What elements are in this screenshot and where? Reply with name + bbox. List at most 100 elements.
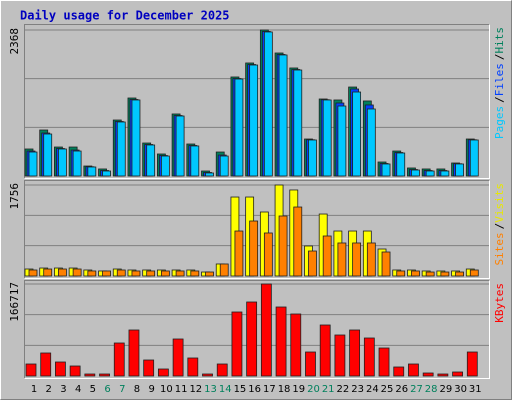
bar: [366, 108, 376, 177]
bar: [102, 170, 111, 177]
x-tick-label: 17: [263, 384, 276, 395]
bar: [411, 270, 420, 277]
bar: [205, 271, 214, 277]
x-tick-label: 25: [381, 384, 394, 395]
bar: [43, 268, 53, 277]
bar: [87, 166, 97, 177]
bar: [146, 144, 156, 177]
legend: Pages/Files/Hits: [493, 27, 506, 139]
bar: [234, 230, 244, 277]
x-tick-label: 5: [90, 384, 96, 395]
legend-entry: Hits: [493, 27, 506, 54]
bar: [69, 365, 81, 377]
bar: [219, 263, 229, 277]
x-tick-label: 7: [119, 384, 125, 395]
bar: [466, 351, 478, 377]
bar: [263, 232, 273, 277]
legend-entry: Files: [493, 63, 506, 96]
x-tick-label: 10: [160, 384, 173, 395]
bar: [337, 242, 347, 277]
bar: [116, 121, 126, 177]
bar: [381, 163, 391, 177]
bar: [102, 270, 111, 277]
legend-entry: KBytes: [493, 283, 506, 323]
x-tick-label: 30: [454, 384, 467, 395]
x-tick-label: 18: [278, 384, 291, 395]
bar: [366, 242, 376, 277]
x-tick-label: 28: [425, 384, 438, 395]
bar: [84, 373, 96, 377]
bar: [469, 269, 479, 277]
plot-bevel-dark: [24, 280, 490, 379]
bar: [249, 220, 259, 277]
bar: [99, 373, 110, 377]
bar: [411, 169, 420, 177]
x-tick-label: 20: [307, 384, 320, 395]
bar: [216, 363, 228, 377]
bar: [352, 242, 362, 277]
legend-entry: Visits: [493, 183, 506, 223]
bar: [263, 31, 273, 177]
bar: [187, 357, 199, 377]
bar: [322, 99, 332, 177]
plot-bevel-light: [24, 180, 490, 279]
bar: [231, 311, 243, 377]
legend-entry: Pages: [493, 106, 506, 139]
legend: Sites /Visits: [493, 183, 506, 266]
x-tick-label: 22: [337, 384, 350, 395]
x-tick-label: 27: [410, 384, 423, 395]
bar: [260, 283, 272, 377]
bar: [396, 270, 406, 277]
plot-bevel-light: [24, 280, 490, 379]
bar: [422, 372, 434, 377]
bar: [202, 373, 213, 377]
bar: [308, 139, 317, 177]
legend-separator: /: [493, 54, 506, 61]
x-tick-label: 6: [104, 384, 110, 395]
x-tick-label: 21: [322, 384, 335, 395]
x-tick-label: 4: [75, 384, 81, 395]
bar: [349, 329, 361, 377]
bar: [190, 145, 200, 177]
x-tick-label: 14: [219, 384, 232, 395]
bar: [205, 172, 214, 177]
x-tick-label: 26: [395, 384, 408, 395]
bar: [469, 139, 479, 177]
bar: [381, 251, 391, 277]
x-tick-label: 29: [440, 384, 453, 395]
bar: [352, 91, 362, 177]
bar: [396, 152, 406, 177]
plot-bevel-dark: [24, 24, 490, 179]
bar: [437, 373, 449, 377]
bar: [175, 115, 185, 177]
x-tick-label: 16: [248, 384, 261, 395]
x-tick-label: 19: [292, 384, 305, 395]
bar: [72, 150, 82, 177]
bar: [40, 352, 52, 377]
bar: [113, 342, 125, 377]
bar: [408, 363, 419, 377]
y-tick-label: 1756: [8, 183, 21, 210]
bar: [128, 329, 140, 377]
legend-separator: /: [493, 96, 506, 103]
bar: [455, 163, 464, 177]
bar: [337, 105, 347, 177]
bar: [275, 306, 287, 377]
bar: [219, 155, 229, 177]
bar: [58, 148, 67, 177]
plot-bevel-light: [24, 24, 490, 179]
bar: [305, 351, 316, 377]
bar: [440, 271, 450, 277]
plot-bevel-dark: [24, 180, 490, 279]
x-tick-label: 23: [351, 384, 364, 395]
x-tick-label: 11: [175, 384, 188, 395]
bar: [143, 359, 155, 377]
x-tick-label: 12: [189, 384, 202, 395]
y-tick-label: 166717: [8, 282, 21, 322]
bar: [116, 269, 126, 277]
bar: [278, 215, 288, 277]
bar: [425, 271, 435, 277]
bar: [293, 206, 303, 277]
bar: [440, 170, 450, 177]
chart-title: Daily usage for December 2025: [20, 9, 230, 23]
